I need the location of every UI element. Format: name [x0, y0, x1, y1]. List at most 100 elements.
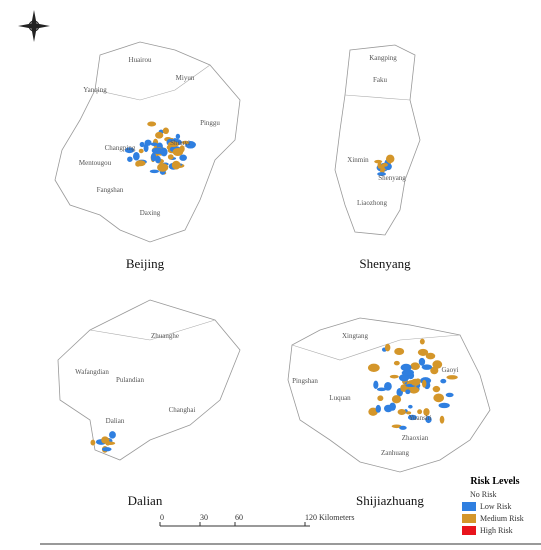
shenyang-outline	[334, 44, 421, 236]
legend-label: No Risk	[470, 490, 496, 499]
risk-patch	[384, 343, 391, 352]
risk-patch	[109, 431, 116, 439]
district-label: Kangping	[369, 54, 397, 62]
district-label: Daxing	[140, 209, 161, 217]
scale-label: 120 Kilometers	[305, 513, 355, 522]
legend-swatch	[462, 502, 476, 511]
risk-patch	[149, 169, 160, 174]
risk-patch	[406, 411, 412, 415]
risk-patch	[377, 172, 386, 176]
risk-patch	[375, 404, 381, 413]
scale-label: 60	[235, 513, 243, 522]
risk-patch	[401, 369, 414, 376]
risk-patch	[124, 147, 135, 154]
risk-patch	[139, 141, 145, 148]
risk-patch	[389, 402, 396, 411]
legend-label: Low Risk	[480, 502, 511, 511]
risk-patch	[135, 161, 141, 167]
risk-patch	[384, 381, 392, 391]
risk-patch	[425, 352, 436, 360]
shijiazhuang-outline	[287, 317, 491, 473]
district-label: Zhuanghe	[151, 332, 179, 340]
risk-patch	[150, 142, 158, 146]
risk-patch	[381, 163, 388, 167]
district-label: Yuanshi	[409, 414, 432, 422]
risk-patch	[389, 374, 399, 379]
district-label: Changhai	[169, 406, 196, 414]
risk-patch	[421, 364, 433, 370]
district-label: Dalian	[106, 417, 125, 425]
district-label: Changping	[105, 144, 136, 152]
risk-patch	[398, 374, 410, 382]
risk-patch	[376, 387, 387, 392]
district-label: Zhaoxian	[402, 434, 429, 442]
risk-patch	[410, 362, 420, 370]
risk-patch	[167, 141, 179, 148]
scale-label: 0	[160, 513, 164, 522]
district-label: Huairou	[129, 56, 152, 64]
risk-patch	[440, 378, 447, 384]
risk-patch	[446, 375, 458, 380]
risk-patch	[181, 140, 190, 145]
city-name: Shenyang	[359, 256, 411, 271]
risk-patch	[397, 409, 406, 415]
city-name: Dalian	[128, 493, 163, 508]
district-label: Xingtang	[342, 332, 369, 340]
risk-patch	[407, 414, 418, 421]
district-label: Pinggu	[200, 119, 220, 127]
risk-patch	[179, 154, 187, 161]
legend-swatch	[462, 526, 476, 535]
risk-patch	[432, 360, 443, 369]
risk-patch	[90, 439, 96, 446]
district-label: Pulandian	[116, 376, 144, 384]
scale-label: 30	[200, 513, 208, 522]
risk-patch	[143, 143, 149, 153]
risk-patch	[101, 436, 109, 444]
risk-patch	[393, 360, 400, 366]
risk-patch	[391, 395, 402, 404]
risk-patch	[367, 363, 380, 372]
district-label: Mentougou	[79, 159, 112, 167]
risk-patch	[172, 138, 178, 143]
risk-patch	[385, 154, 395, 164]
legend-label: High Risk	[480, 526, 513, 535]
risk-patch	[150, 152, 157, 162]
legend-swatch	[462, 514, 476, 523]
risk-patch	[157, 163, 169, 172]
risk-patch	[155, 147, 163, 152]
risk-patch	[438, 402, 450, 409]
risk-patch	[160, 147, 168, 157]
compass	[18, 10, 50, 42]
district-label: Shenyang	[378, 174, 406, 182]
risk-patch	[417, 409, 423, 415]
risk-patch	[432, 385, 441, 393]
risk-patch	[408, 404, 413, 409]
risk-patch	[391, 424, 402, 429]
risk-patch	[155, 131, 164, 139]
district-label: Yanqing	[83, 86, 107, 94]
district-label: Liaozhong	[357, 199, 387, 207]
legend-label: Medium Risk	[480, 514, 524, 523]
risk-patch	[419, 338, 425, 345]
risk-patch	[373, 380, 379, 390]
district-label: Luquan	[329, 394, 351, 402]
risk-patch	[167, 154, 174, 160]
district-label: Shunyi	[170, 139, 190, 147]
district-label: Faku	[373, 76, 388, 84]
risk-patch	[417, 348, 429, 356]
risk-patch	[399, 425, 407, 430]
risk-patch	[154, 155, 161, 164]
district-label: Xinmin	[347, 156, 369, 164]
risk-patch	[175, 133, 181, 139]
city-name: Beijing	[126, 256, 165, 271]
city-name: Shijiazhuang	[356, 493, 424, 508]
district-label: Gaoyi	[441, 366, 458, 374]
district-label: Fangshan	[97, 186, 124, 194]
risk-patch	[368, 407, 378, 416]
risk-patch	[162, 127, 169, 135]
risk-patch	[171, 160, 181, 170]
risk-patch	[433, 393, 445, 403]
risk-patch	[425, 415, 432, 424]
risk-patch	[410, 378, 421, 386]
risk-patch	[418, 357, 426, 366]
